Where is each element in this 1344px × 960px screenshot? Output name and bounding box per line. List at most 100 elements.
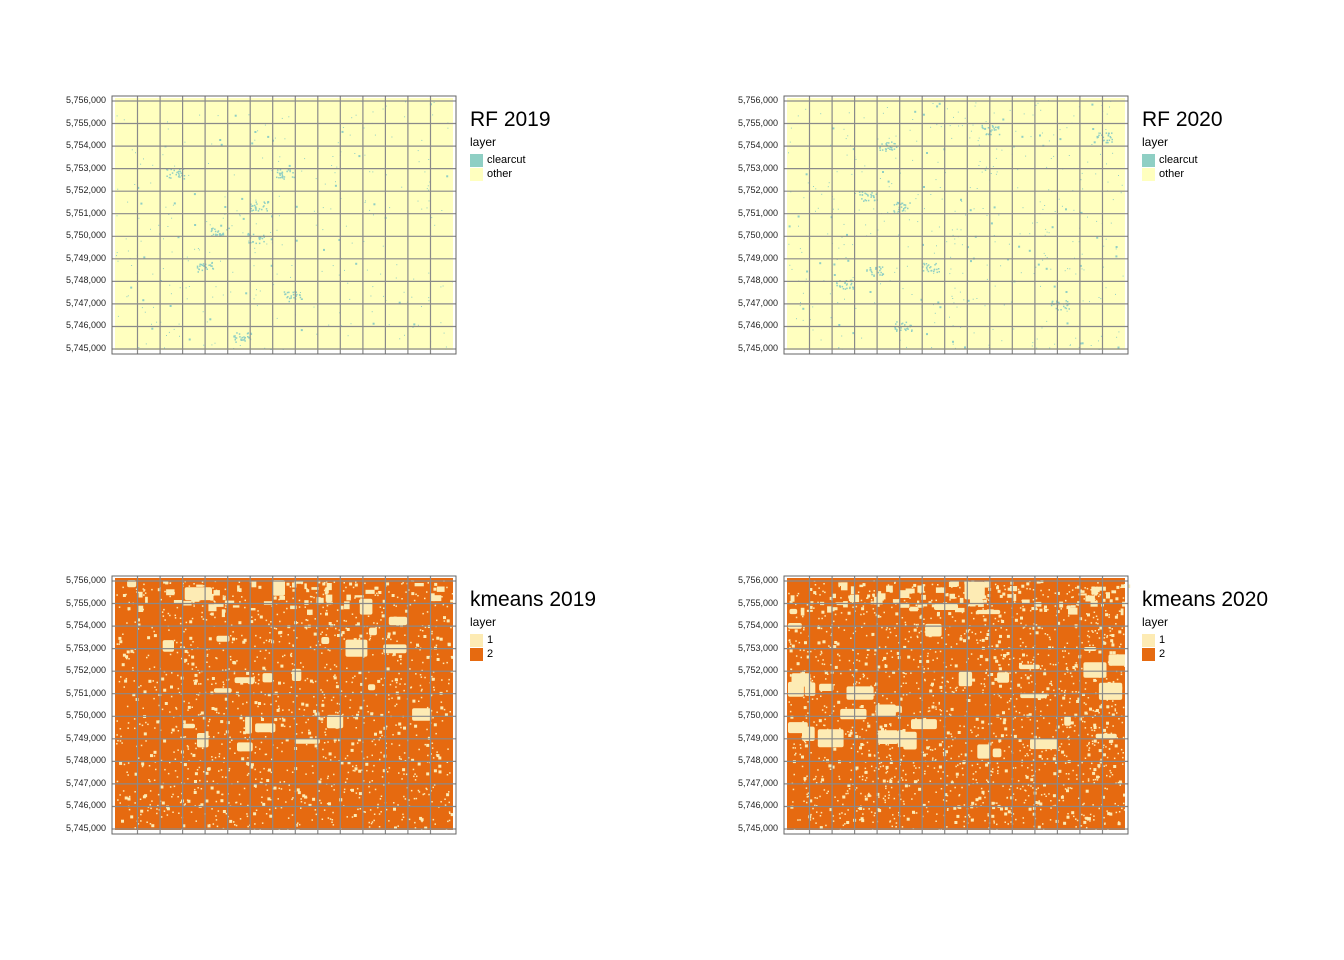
y-tick-label: 5,748,000 bbox=[65, 275, 106, 286]
y-tick-label: 5,754,000 bbox=[65, 620, 106, 631]
legend-item: clearcut bbox=[1142, 153, 1223, 167]
legend: kmeans 2020 layer 1 2 bbox=[1142, 588, 1268, 661]
legend-item: other bbox=[1142, 167, 1223, 181]
y-tick-label: 5,755,000 bbox=[737, 117, 778, 128]
y-tick-label: 5,746,000 bbox=[65, 800, 106, 811]
y-tick-label: 5,746,000 bbox=[737, 320, 778, 331]
graticule bbox=[784, 576, 1128, 834]
y-tick-label: 5,750,000 bbox=[737, 710, 778, 721]
y-tick-label: 5,751,000 bbox=[65, 687, 106, 698]
y-tick-label: 5,756,000 bbox=[65, 95, 106, 105]
legend-swatch bbox=[1142, 153, 1155, 167]
raster-map bbox=[111, 575, 457, 835]
legend-label: clearcut bbox=[487, 154, 526, 166]
map-background bbox=[784, 96, 1128, 354]
map-frame bbox=[111, 95, 457, 355]
y-tick-label: 5,749,000 bbox=[737, 732, 778, 743]
legend-swatch bbox=[470, 153, 483, 167]
legend: RF 2019 layer clearcut other bbox=[470, 108, 551, 181]
legend-label: clearcut bbox=[1159, 154, 1198, 166]
legend-swatch bbox=[470, 633, 483, 647]
legend-swatch bbox=[470, 167, 483, 181]
y-tick-label: 5,752,000 bbox=[737, 665, 778, 676]
raster-map bbox=[783, 575, 1131, 835]
y-tick-label: 5,753,000 bbox=[737, 642, 778, 653]
map-title: RF 2019 bbox=[470, 108, 551, 131]
legend: RF 2020 layer clearcut other bbox=[1142, 108, 1223, 181]
y-tick-label: 5,745,000 bbox=[65, 823, 106, 833]
y-tick-label: 5,756,000 bbox=[65, 575, 106, 585]
y-tick-label: 5,748,000 bbox=[737, 755, 778, 766]
legend: kmeans 2019 layer 1 2 bbox=[470, 588, 596, 661]
legend-item: other bbox=[470, 167, 551, 181]
map-panel-rf-2020: 5,756,000 5,755,000 5,754,000 5,753,000 5,75… bbox=[722, 90, 1344, 390]
legend-item: clearcut bbox=[470, 153, 551, 167]
map-title: kmeans 2019 bbox=[470, 588, 597, 611]
y-tick-label: 5,751,000 bbox=[65, 207, 106, 218]
legend-label: other bbox=[1159, 168, 1185, 180]
y-tick-label: 5,746,000 bbox=[65, 320, 106, 331]
y-tick-label: 5,753,000 bbox=[737, 162, 778, 173]
map-background bbox=[112, 96, 456, 354]
legend-title: layer bbox=[1142, 135, 1169, 149]
y-tick-label: 5,754,000 bbox=[65, 140, 106, 151]
graticule bbox=[112, 96, 456, 354]
y-tick-label: 5,756,000 bbox=[737, 95, 778, 105]
y-tick-label: 5,745,000 bbox=[65, 343, 106, 353]
y-tick-label: 5,748,000 bbox=[737, 275, 778, 286]
y-tick-label: 5,755,000 bbox=[65, 117, 106, 128]
map-panel-kmeans-2019: 5,756,000 5,755,000 5,754,000 5,753,000 5,75… bbox=[50, 570, 690, 870]
y-tick-label: 5,745,000 bbox=[737, 823, 778, 833]
graticule bbox=[112, 576, 456, 834]
map-frame bbox=[111, 575, 457, 835]
legend-label: 1 bbox=[487, 634, 494, 646]
y-tick-label: 5,753,000 bbox=[65, 162, 106, 173]
map-frame bbox=[783, 95, 1129, 355]
y-tick-label: 5,752,000 bbox=[737, 185, 778, 196]
legend-swatch bbox=[1142, 647, 1155, 661]
legend-title: layer bbox=[470, 135, 497, 149]
y-tick-label: 5,745,000 bbox=[737, 343, 778, 353]
y-tick-label: 5,747,000 bbox=[737, 777, 778, 788]
y-tick-label: 5,755,000 bbox=[65, 597, 106, 608]
legend-swatch bbox=[1142, 167, 1155, 181]
y-tick-label: 5,753,000 bbox=[65, 642, 106, 653]
y-tick-label: 5,752,000 bbox=[65, 665, 106, 676]
legend-swatch bbox=[470, 647, 483, 661]
y-tick-label: 5,748,000 bbox=[65, 755, 106, 766]
map-background bbox=[112, 576, 456, 834]
legend-label: 2 bbox=[487, 648, 494, 660]
y-tick-label: 5,749,000 bbox=[737, 252, 778, 263]
map-background bbox=[784, 576, 1128, 834]
raster-cells bbox=[116, 580, 455, 833]
y-tick-label: 5,756,000 bbox=[737, 575, 778, 585]
y-tick-label: 5,750,000 bbox=[737, 230, 778, 241]
legend-label: 2 bbox=[1159, 648, 1166, 660]
y-tick-label: 5,750,000 bbox=[65, 230, 106, 241]
legend-item: 1 bbox=[1142, 633, 1268, 647]
y-tick-label: 5,754,000 bbox=[737, 140, 778, 151]
y-tick-label: 5,747,000 bbox=[737, 297, 778, 308]
y-tick-label: 5,747,000 bbox=[65, 297, 106, 308]
y-tick-label: 5,746,000 bbox=[737, 800, 778, 811]
legend-title: layer bbox=[1142, 615, 1169, 629]
legend-item: 2 bbox=[470, 647, 596, 661]
y-tick-label: 5,751,000 bbox=[737, 687, 778, 698]
graticule bbox=[784, 96, 1128, 354]
y-tick-label: 5,749,000 bbox=[65, 252, 106, 263]
y-tick-label: 5,751,000 bbox=[737, 207, 778, 218]
map-title: kmeans 2020 bbox=[1142, 588, 1269, 611]
raster-map bbox=[783, 95, 1129, 355]
legend-label: 1 bbox=[1159, 634, 1166, 646]
legend-title: layer bbox=[470, 615, 497, 629]
map-title: RF 2020 bbox=[1142, 108, 1223, 131]
legend-item: 2 bbox=[1142, 647, 1268, 661]
legend-item: 1 bbox=[470, 633, 596, 647]
y-tick-label: 5,747,000 bbox=[65, 777, 106, 788]
y-tick-label: 5,750,000 bbox=[65, 710, 106, 721]
map-panel-kmeans-2020: 5,756,000 5,755,000 5,754,000 5,753,000 5,75… bbox=[722, 570, 1344, 870]
legend-label: other bbox=[487, 168, 513, 180]
y-tick-label: 5,749,000 bbox=[65, 732, 106, 743]
legend-swatch bbox=[1142, 633, 1155, 647]
y-tick-label: 5,755,000 bbox=[737, 597, 778, 608]
